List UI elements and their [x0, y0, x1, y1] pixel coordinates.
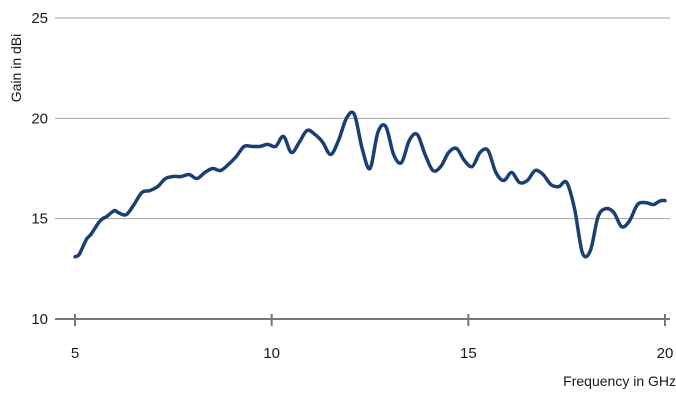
x-axis-tick-labels: 5 10 15 20	[71, 345, 674, 362]
x-axis	[74, 314, 666, 326]
series-layer	[73, 110, 667, 259]
y-axis-label: Gain in dBi	[8, 34, 24, 102]
x-axis-label: Frequency in GHz	[563, 373, 676, 389]
grid-lines	[55, 17, 670, 320]
x-tick-label: 5	[71, 345, 79, 362]
gain-series-line	[73, 110, 667, 259]
y-tick-label: 25	[31, 10, 48, 27]
y-tick-label: 20	[31, 110, 48, 127]
y-tick-label: 10	[31, 311, 48, 328]
y-tick-label: 15	[31, 211, 48, 228]
y-axis-tick-labels: 10 15 20 25	[31, 10, 48, 328]
x-tick-label: 10	[263, 345, 280, 362]
x-tick-label: 20	[657, 345, 674, 362]
x-tick-label: 15	[460, 345, 477, 362]
